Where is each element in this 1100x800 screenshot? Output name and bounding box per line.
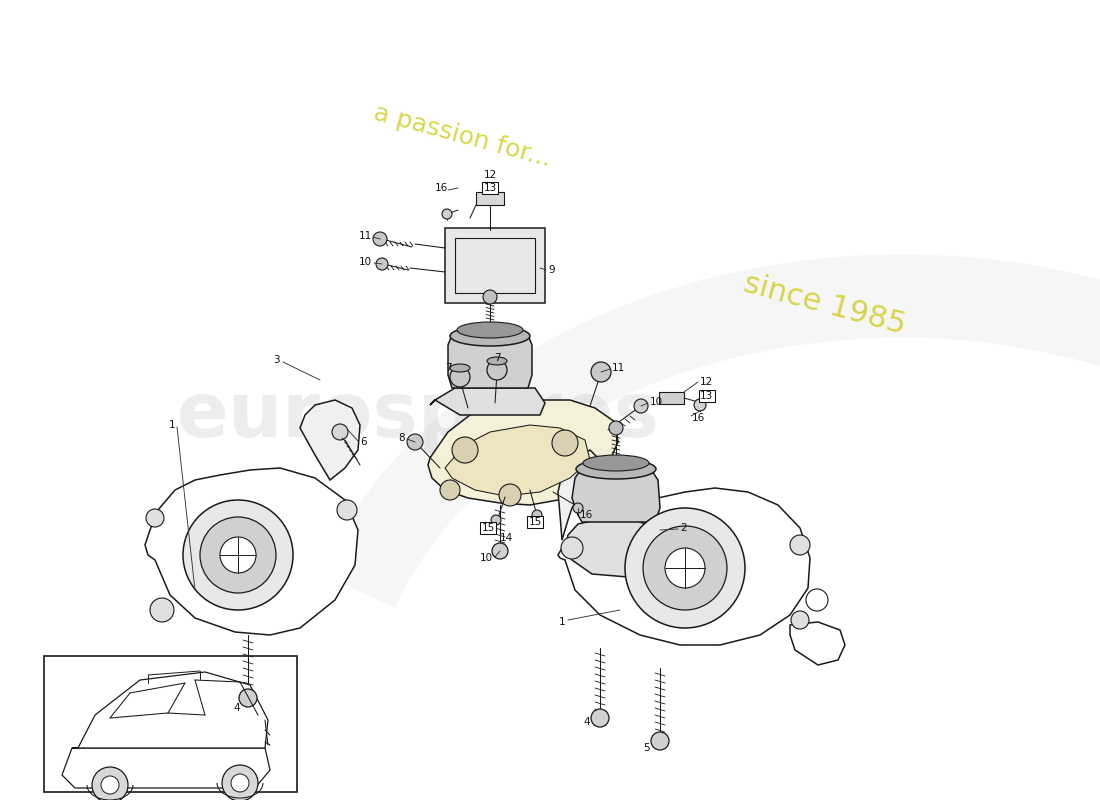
Text: 9: 9 [548,265,554,275]
Text: 8: 8 [398,433,405,443]
Circle shape [634,399,648,413]
Text: eurospares: eurospares [177,379,659,453]
Circle shape [200,517,276,593]
Circle shape [92,767,128,800]
Text: 6: 6 [360,437,366,447]
Circle shape [452,437,478,463]
Circle shape [609,421,623,435]
Circle shape [239,689,257,707]
Text: 15: 15 [482,523,495,533]
Polygon shape [145,468,358,635]
Circle shape [573,503,583,513]
Circle shape [373,232,387,246]
Text: 7: 7 [494,353,501,363]
Circle shape [552,430,578,456]
Circle shape [332,424,348,440]
Text: 13: 13 [483,183,496,193]
Circle shape [651,732,669,750]
Polygon shape [430,388,544,415]
Circle shape [532,510,542,520]
Polygon shape [62,748,270,788]
Text: 13: 13 [700,391,713,401]
Bar [446,228,544,303]
Text: 11: 11 [612,363,625,373]
Polygon shape [565,518,672,578]
Circle shape [492,543,508,559]
Text: 10: 10 [359,257,372,267]
Ellipse shape [487,357,507,365]
Circle shape [150,598,174,622]
Text: 12: 12 [700,377,713,387]
Polygon shape [72,672,268,748]
Circle shape [442,209,452,219]
Bar [455,238,535,293]
Circle shape [483,290,497,304]
Circle shape [183,500,293,610]
Polygon shape [446,425,590,496]
Circle shape [694,399,706,411]
Circle shape [440,480,460,500]
Circle shape [591,709,609,727]
Circle shape [220,537,256,573]
Circle shape [791,611,808,629]
Polygon shape [448,335,532,388]
Polygon shape [300,400,360,480]
Circle shape [231,774,249,792]
Circle shape [222,765,258,800]
Text: a passion for...: a passion for... [371,101,553,171]
Ellipse shape [583,455,649,471]
Ellipse shape [450,326,530,346]
Text: 3: 3 [274,355,280,365]
Circle shape [499,484,521,506]
Circle shape [790,535,810,555]
Circle shape [491,515,501,525]
Circle shape [337,500,358,520]
Text: 12: 12 [483,170,496,180]
Circle shape [450,367,470,387]
Circle shape [407,434,424,450]
Text: 11: 11 [359,231,372,241]
Ellipse shape [576,459,656,479]
Text: 1: 1 [559,617,565,627]
Text: 10: 10 [480,553,493,563]
Text: 16: 16 [580,510,593,520]
Polygon shape [558,488,810,645]
Circle shape [101,776,119,794]
Text: 7: 7 [444,363,451,373]
Circle shape [591,362,611,382]
Polygon shape [428,400,618,505]
Text: 16: 16 [434,183,448,193]
Ellipse shape [456,322,522,338]
Text: 4: 4 [583,717,590,727]
Bar [659,392,684,404]
Circle shape [561,537,583,559]
Text: 4: 4 [233,703,240,713]
Text: 5: 5 [644,743,650,753]
Circle shape [625,508,745,628]
Polygon shape [572,468,660,522]
Bar [476,192,504,205]
Polygon shape [790,622,845,665]
Circle shape [666,548,705,588]
Text: 1: 1 [168,420,175,430]
Circle shape [146,509,164,527]
Bar [44,656,297,792]
Polygon shape [558,450,600,540]
Circle shape [376,258,388,270]
Text: 10: 10 [650,397,663,407]
Circle shape [644,526,727,610]
Text: 16: 16 [692,413,705,423]
Text: since 1985: since 1985 [740,269,910,339]
Ellipse shape [450,364,470,372]
Text: 14: 14 [499,533,513,543]
Circle shape [487,360,507,380]
Text: 15: 15 [528,517,541,527]
Text: 2: 2 [680,523,686,533]
